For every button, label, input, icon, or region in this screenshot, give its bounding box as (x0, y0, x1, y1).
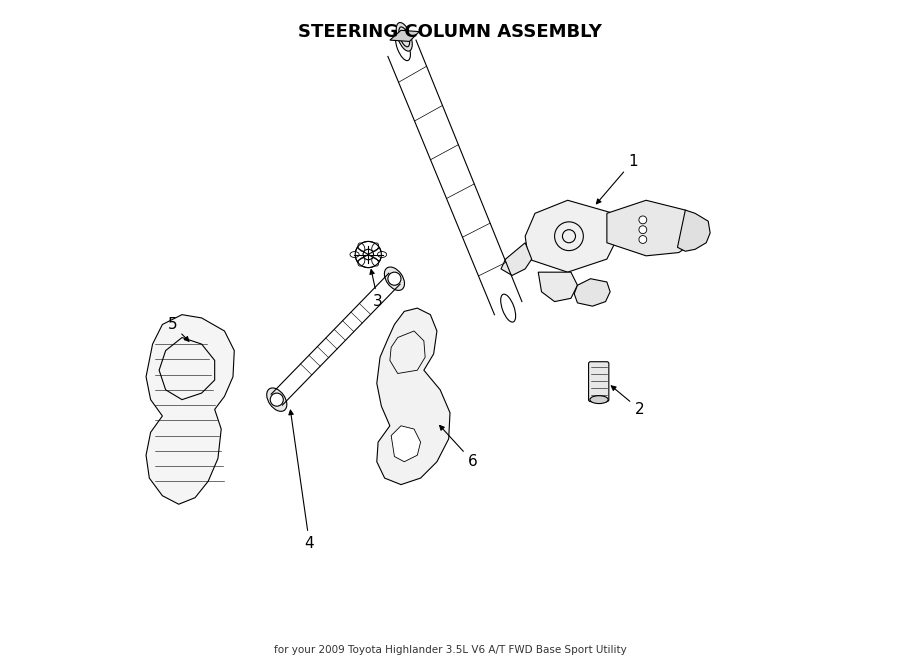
Circle shape (363, 250, 374, 260)
Ellipse shape (358, 258, 365, 266)
Circle shape (639, 236, 647, 244)
Polygon shape (526, 201, 620, 272)
Text: 5: 5 (167, 317, 189, 341)
Circle shape (388, 272, 401, 285)
Ellipse shape (266, 388, 287, 411)
Polygon shape (501, 243, 532, 275)
Polygon shape (390, 30, 419, 42)
Polygon shape (392, 426, 420, 461)
Text: 3: 3 (370, 269, 383, 309)
Polygon shape (678, 210, 710, 252)
Ellipse shape (372, 243, 379, 252)
Text: for your 2009 Toyota Highlander 3.5L V6 A/T FWD Base Sport Utility: for your 2009 Toyota Highlander 3.5L V6 … (274, 645, 626, 655)
Polygon shape (607, 201, 692, 256)
Circle shape (639, 226, 647, 234)
Text: 2: 2 (611, 386, 644, 417)
Text: 4: 4 (289, 410, 314, 551)
Ellipse shape (396, 23, 412, 51)
Text: 1: 1 (597, 154, 638, 204)
Ellipse shape (384, 267, 404, 291)
Polygon shape (146, 314, 234, 504)
Polygon shape (377, 308, 450, 485)
Text: 6: 6 (439, 426, 478, 469)
Circle shape (639, 216, 647, 224)
Text: STEERING COLUMN ASSEMBLY: STEERING COLUMN ASSEMBLY (298, 23, 602, 41)
Ellipse shape (377, 252, 387, 258)
Polygon shape (538, 272, 578, 302)
Ellipse shape (372, 258, 379, 266)
Ellipse shape (590, 396, 608, 404)
Circle shape (270, 393, 284, 406)
FancyBboxPatch shape (589, 361, 608, 402)
Ellipse shape (358, 243, 365, 252)
Ellipse shape (350, 252, 359, 258)
Polygon shape (574, 279, 610, 306)
Ellipse shape (395, 32, 410, 61)
